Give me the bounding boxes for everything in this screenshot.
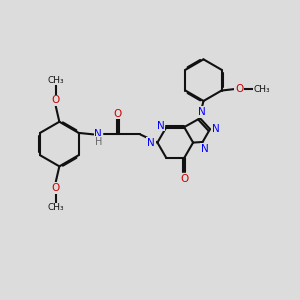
Text: CH₃: CH₃ xyxy=(47,203,64,212)
Text: CH₃: CH₃ xyxy=(254,85,270,94)
Text: N: N xyxy=(201,143,209,154)
Text: N: N xyxy=(197,107,205,117)
Text: O: O xyxy=(235,84,244,94)
Text: CH₃: CH₃ xyxy=(47,76,64,85)
Text: O: O xyxy=(52,183,60,193)
Text: O: O xyxy=(114,109,122,118)
Text: N: N xyxy=(157,121,164,130)
Text: N: N xyxy=(94,129,102,140)
Text: H: H xyxy=(94,137,102,147)
Text: N: N xyxy=(147,138,155,148)
Text: O: O xyxy=(52,95,60,105)
Text: N: N xyxy=(212,124,220,134)
Text: O: O xyxy=(180,174,188,184)
